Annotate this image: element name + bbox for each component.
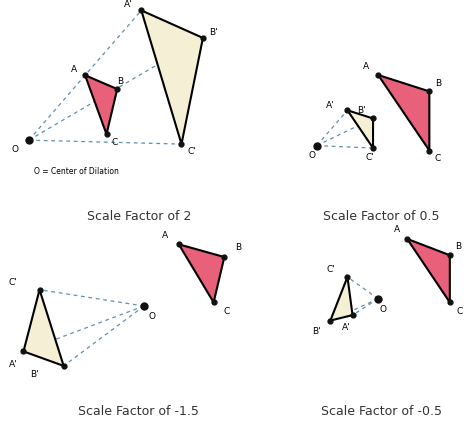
Polygon shape — [141, 10, 203, 144]
Polygon shape — [378, 75, 429, 150]
Text: C': C' — [9, 278, 17, 287]
Text: A': A' — [326, 101, 335, 110]
Polygon shape — [24, 290, 64, 366]
Text: O: O — [12, 146, 19, 155]
Text: A': A' — [341, 323, 350, 332]
Polygon shape — [347, 110, 373, 148]
Text: Scale Factor of -0.5: Scale Factor of -0.5 — [321, 405, 442, 418]
Text: O: O — [148, 312, 155, 321]
Polygon shape — [179, 245, 224, 302]
Text: B': B' — [357, 106, 365, 115]
Text: B': B' — [312, 327, 321, 336]
Text: C': C' — [365, 153, 374, 162]
Text: B: B — [117, 76, 123, 86]
Text: A: A — [163, 231, 168, 240]
Text: B': B' — [210, 28, 218, 37]
Polygon shape — [85, 75, 117, 134]
Text: C: C — [457, 307, 463, 316]
Text: Scale Factor of 0.5: Scale Factor of 0.5 — [323, 210, 440, 222]
Text: C: C — [111, 138, 118, 146]
Text: A: A — [71, 65, 77, 74]
Text: A': A' — [124, 0, 132, 9]
Text: B: B — [435, 79, 441, 88]
Text: A': A' — [9, 359, 17, 368]
Text: A: A — [363, 62, 369, 71]
Text: O: O — [308, 151, 315, 160]
Text: O: O — [380, 305, 387, 314]
Text: C: C — [435, 154, 441, 163]
Text: Scale Factor of -1.5: Scale Factor of -1.5 — [78, 405, 200, 418]
Text: A: A — [394, 226, 400, 234]
Text: Scale Factor of 2: Scale Factor of 2 — [87, 210, 191, 222]
Text: B: B — [456, 241, 461, 251]
Polygon shape — [407, 239, 450, 302]
Text: C': C' — [326, 265, 335, 274]
Text: B: B — [235, 244, 241, 252]
Text: C': C' — [188, 147, 197, 156]
Text: B': B' — [30, 371, 38, 379]
Text: O = Center of Dilation: O = Center of Dilation — [34, 167, 119, 176]
Polygon shape — [330, 277, 353, 321]
Text: C: C — [224, 307, 230, 316]
